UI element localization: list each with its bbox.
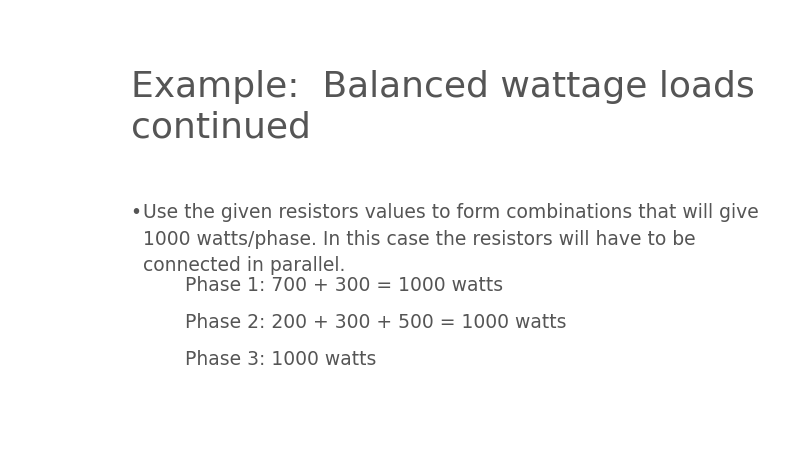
Text: Use the given resistors values to form combinations that will give
1000 watts/ph: Use the given resistors values to form c… xyxy=(143,203,759,275)
Text: Example:  Balanced wattage loads
continued: Example: Balanced wattage loads continue… xyxy=(131,70,754,145)
Text: Phase 3: 1000 watts: Phase 3: 1000 watts xyxy=(185,350,376,369)
Text: Phase 1: 700 + 300 = 1000 watts: Phase 1: 700 + 300 = 1000 watts xyxy=(185,276,503,296)
Text: Phase 2: 200 + 300 + 500 = 1000 watts: Phase 2: 200 + 300 + 500 = 1000 watts xyxy=(185,313,567,332)
Text: •: • xyxy=(131,203,142,222)
